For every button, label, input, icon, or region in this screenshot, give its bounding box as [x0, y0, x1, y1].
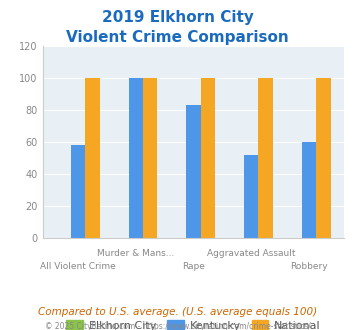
Text: Murder & Mans...: Murder & Mans...: [97, 249, 174, 258]
Text: Rape: Rape: [182, 262, 205, 272]
Bar: [85, 78, 100, 238]
Bar: [258, 78, 273, 238]
Text: All Violent Crime: All Violent Crime: [40, 262, 116, 272]
Bar: [129, 78, 143, 238]
Text: Compared to U.S. average. (U.S. average equals 100): Compared to U.S. average. (U.S. average …: [38, 307, 317, 317]
Text: 2019 Elkhorn City: 2019 Elkhorn City: [102, 10, 253, 25]
Bar: [244, 155, 258, 238]
Bar: [143, 78, 157, 238]
Legend: Elkhorn City, Kentucky, National: Elkhorn City, Kentucky, National: [62, 316, 325, 330]
Bar: [302, 142, 316, 238]
Text: Aggravated Assault: Aggravated Assault: [207, 249, 295, 258]
Bar: [186, 105, 201, 238]
Bar: [316, 78, 331, 238]
Bar: [71, 145, 85, 238]
Text: Violent Crime Comparison: Violent Crime Comparison: [66, 30, 289, 45]
Bar: [201, 78, 215, 238]
Text: Robbery: Robbery: [290, 262, 328, 272]
Text: © 2025 CityRating.com - https://www.cityrating.com/crime-statistics/: © 2025 CityRating.com - https://www.city…: [45, 322, 310, 330]
